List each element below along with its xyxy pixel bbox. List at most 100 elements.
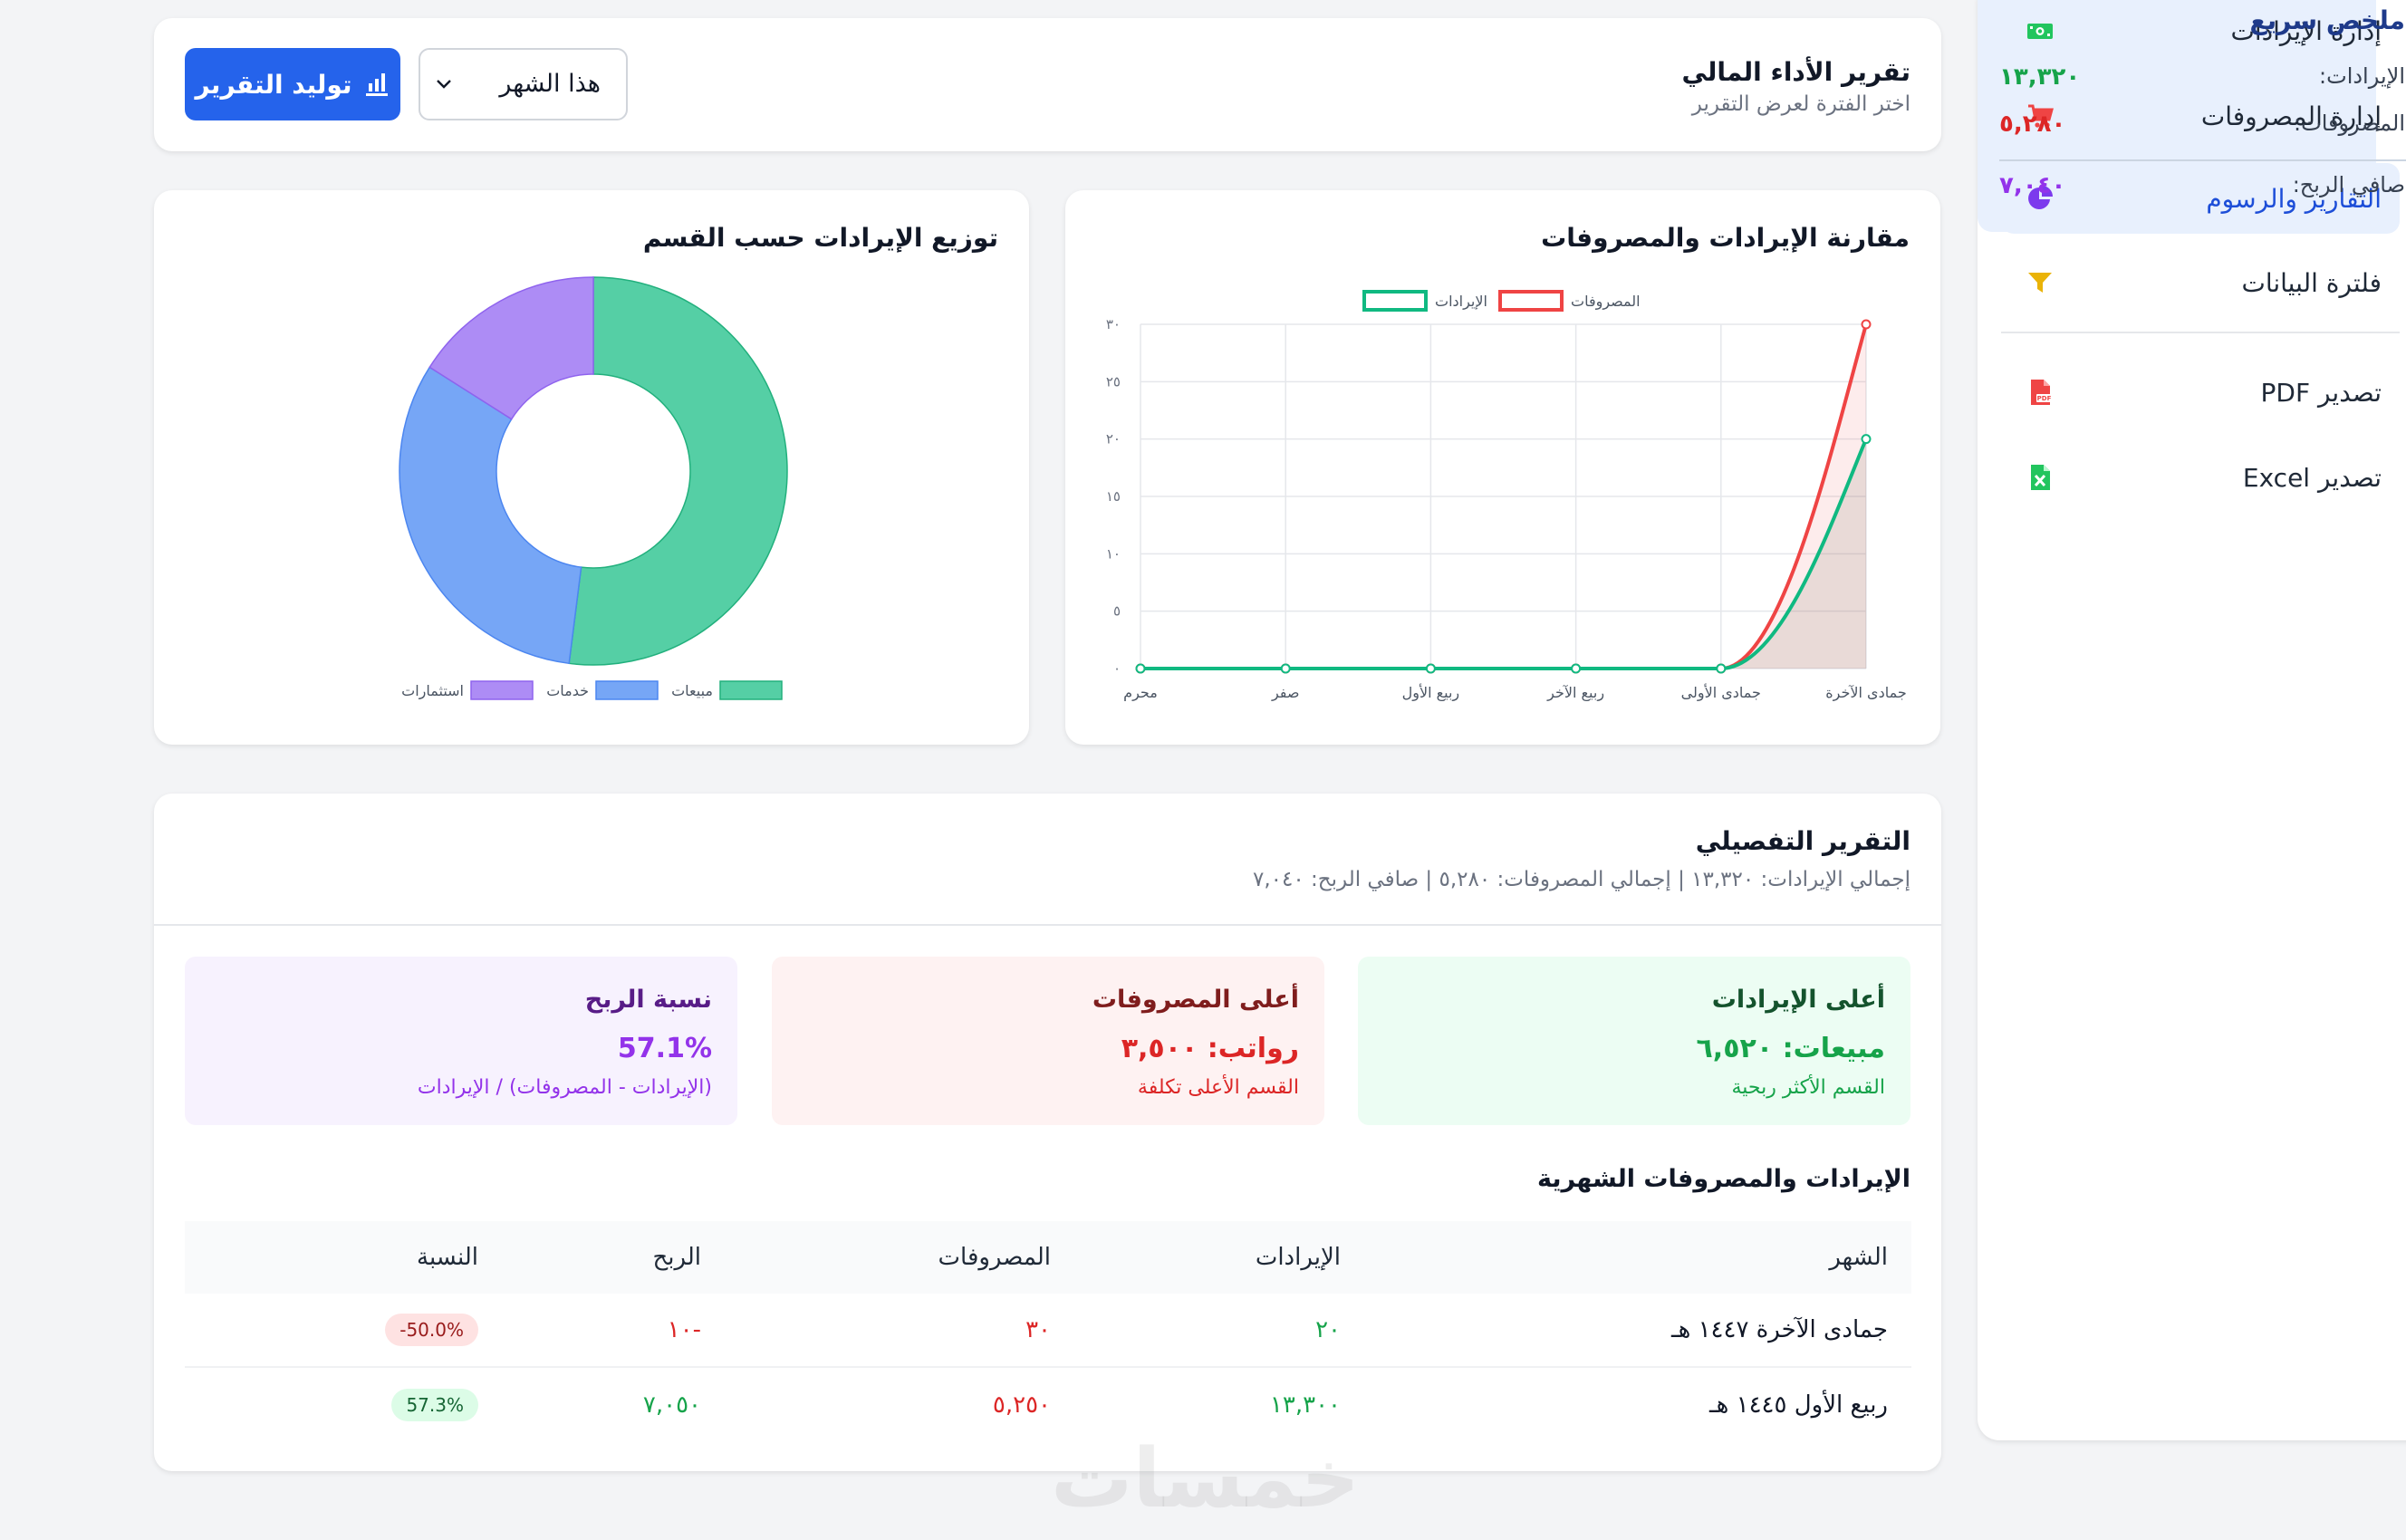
period-select[interactable]: هذا الشهر <box>419 48 628 120</box>
data-point <box>1280 663 1291 674</box>
top-revenue-value: مبيعات: ٦,٥٢٠ <box>1696 1033 1886 1064</box>
legend-swatch <box>470 680 534 700</box>
x-tick-label: محرم <box>1123 684 1158 702</box>
y-tick-label: ٠ <box>1113 660 1121 677</box>
row-revenue: ١٣,٣٠٠ <box>1269 1391 1341 1419</box>
data-point <box>1571 663 1582 674</box>
data-point <box>1135 663 1146 674</box>
chevron-down-icon <box>437 80 451 89</box>
y-tick-label: ٢٠ <box>1106 431 1121 448</box>
x-tick-label: صفر <box>1271 684 1300 702</box>
y-tick-label: ١٠ <box>1106 545 1121 562</box>
profit-ratio-value: 57.1% <box>617 1033 712 1064</box>
top-expense-card: أعلى المصروفات رواتب: ٣,٥٠٠ القسم الأعلى… <box>772 957 1324 1125</box>
quick-summary-divider <box>1999 159 2406 161</box>
detail-title: التقرير التفصيلي <box>1695 826 1910 856</box>
watermark-logo: خمسات <box>1051 1431 1361 1526</box>
top-expense-value: رواتب: ٣,٥٠٠ <box>1121 1033 1299 1064</box>
quick-expenses-value: ٥,٢٨٠ <box>1999 111 2066 138</box>
generate-report-label: توليد التقرير <box>195 69 352 100</box>
pdf-file-icon: PDF <box>2031 380 2052 405</box>
monthly-table: الشهر الإيرادات المصروفات الربح النسبة ج… <box>185 1221 1911 1442</box>
table-row: ربيع الأول ١٤٤٥ هـ ١٣,٣٠٠ ٥,٢٥٠ ٧,٠٥٠ 57… <box>185 1368 1911 1442</box>
svg-text:PDF: PDF <box>2037 395 2052 402</box>
generate-report-button[interactable]: توليد التقرير <box>185 48 400 120</box>
series-area <box>1140 438 1866 669</box>
top-revenue-card: أعلى الإيرادات مبيعات: ٦,٥٢٠ القسم الأكث… <box>1358 957 1910 1125</box>
top-revenue-title: أعلى الإيرادات <box>1711 986 1885 1014</box>
sidebar-item-expenses[interactable]: إدارة المصروفات <box>2001 81 2400 151</box>
row-profit: ٧,٠٥٠ <box>642 1391 701 1419</box>
sidebar-item-label: تصدير Excel <box>2242 462 2382 493</box>
legend-label: المصروفات <box>1571 293 1641 311</box>
quick-summary-title: ملخص سريع <box>2249 5 2406 35</box>
donut-chart-card: توزيع الإيرادات حسب القسم مبيعات خدمات است… <box>154 190 1029 745</box>
row-expenses: ٣٠ <box>1025 1316 1051 1343</box>
x-tick-label: ربيع الآخر <box>1546 684 1604 702</box>
data-point <box>1861 434 1872 445</box>
legend-label: الإيرادات <box>1435 293 1487 311</box>
quick-profit-label: صافي الربح: <box>2292 172 2405 197</box>
sidebar-divider <box>2001 332 2400 333</box>
row-ratio-cell: -50.0% <box>385 1294 478 1366</box>
sidebar-item-reports[interactable]: التقارير والرسوم <box>2001 163 2400 234</box>
detailed-report-card: التقرير التفصيلي إجمالي الإيرادات: ١٣,٣٢… <box>154 794 1941 1471</box>
pie-chart-icon <box>2028 186 2053 209</box>
sidebar-item-revenue[interactable]: إدارة الإيرادات <box>2001 0 2400 66</box>
legend-swatch <box>1498 290 1564 312</box>
x-tick-label: ربيع الأول <box>1402 683 1460 702</box>
table-row: جمادى الآخرة ١٤٤٧ هـ ٢٠ ٣٠ -١٠ -50.0% <box>185 1294 1911 1368</box>
report-header-card: تقرير الأداء المالي اختر الفترة لعرض الت… <box>154 18 1941 151</box>
top-expense-note: القسم الأعلى تكلفة <box>1137 1076 1299 1099</box>
quick-summary-panel: ملخص سريع الإيرادات: ١٣,٣٢٠ المصروفات: ٥… <box>1978 0 2406 232</box>
sidebar-item-export-excel[interactable]: تصدير Excel <box>2001 442 2400 513</box>
profit-ratio-title: نسبة الربح <box>584 986 712 1014</box>
ratio-badge: 57.3% <box>391 1389 478 1421</box>
legend-swatch <box>1362 290 1428 312</box>
quick-revenue-label: الإيرادات: <box>2319 63 2405 89</box>
legend-swatch <box>719 680 783 700</box>
monthly-table-title: الإيرادات والمصروفات الشهرية <box>1536 1165 1910 1193</box>
page-subtitle: اختر الفترة لعرض التقرير <box>1691 92 1910 116</box>
col-month-header: الشهر <box>1829 1244 1888 1271</box>
sidebar-item-filter[interactable]: فلترة البيانات <box>2001 247 2400 318</box>
profit-ratio-note: (الإيرادات - المصروفات) / الإيرادات <box>417 1076 712 1099</box>
data-point <box>1425 663 1436 674</box>
col-ratio-header: النسبة <box>417 1244 478 1271</box>
row-ratio-cell: 57.3% <box>391 1368 478 1442</box>
filter-icon <box>2028 273 2052 293</box>
donut-chart: مبيعات خدمات استثمارات <box>399 276 788 700</box>
row-month: جمادى الآخرة ١٤٤٧ هـ <box>1670 1316 1888 1343</box>
sidebar-item-label: التقارير والرسوم <box>2206 183 2382 214</box>
x-tick-label: جمادى الآخرة <box>1825 684 1906 702</box>
pie-slice <box>399 366 582 665</box>
sidebar-item-export-pdf[interactable]: تصدير PDF PDF <box>2001 357 2400 428</box>
excel-file-icon <box>2031 465 2050 490</box>
top-expense-title: أعلى المصروفات <box>1092 986 1299 1014</box>
profit-ratio-card: نسبة الربح 57.1% (الإيرادات - المصروفات)… <box>185 957 737 1125</box>
pie-slice <box>568 276 788 666</box>
legend-swatch <box>595 680 659 700</box>
data-point <box>1716 663 1727 674</box>
x-tick-label: جمادى الأولى <box>1681 683 1761 702</box>
line-chart-card: مقارنة الإيرادات والمصروفات ٠ ٥ ١٠ ١٥ ٢٠ ٢٥ ٣٠… <box>1065 190 1940 745</box>
quick-profit-value: ٧,٠٤٠ <box>1999 172 2066 199</box>
y-tick-label: ٥ <box>1113 603 1121 620</box>
series-area <box>1140 324 1866 669</box>
table-header: الشهر الإيرادات المصروفات الربح النسبة <box>185 1221 1911 1294</box>
quick-profit-row: صافي الربح: ٧,٠٤٠ <box>1999 172 2405 208</box>
legend-label: خدمات <box>546 682 589 699</box>
sidebar-item-label: إدارة المصروفات <box>2200 101 2382 131</box>
y-tick-label: ٢٥ <box>1106 373 1121 390</box>
y-tick-label: ٣٠ <box>1106 316 1121 332</box>
ratio-badge: -50.0% <box>385 1314 478 1346</box>
row-expenses: ٥,٢٥٠ <box>992 1391 1051 1419</box>
row-profit: -١٠ <box>667 1316 701 1343</box>
row-month: ربيع الأول ١٤٤٥ هـ <box>1709 1391 1888 1419</box>
data-point <box>1861 319 1872 330</box>
y-tick-label: ١٥ <box>1106 488 1121 505</box>
detail-summary: إجمالي الإيرادات: ١٣,٣٢٠ | إجمالي المصرو… <box>1252 868 1910 891</box>
col-revenue-header: الإيرادات <box>1255 1244 1341 1271</box>
money-icon <box>2027 24 2053 39</box>
sidebar-item-label: إدارة الإيرادات <box>2230 15 2382 46</box>
